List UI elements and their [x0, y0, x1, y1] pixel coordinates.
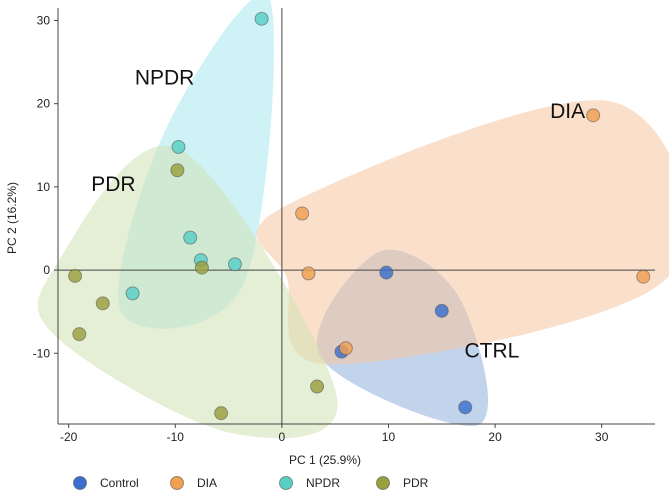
- point-pdr: [214, 406, 229, 421]
- legend-marker-control: [73, 476, 87, 490]
- y-axis-label: PC 2 (16.2%): [5, 182, 19, 254]
- point-dia: [295, 206, 310, 221]
- legend-label-npdr: NPDR: [306, 476, 340, 490]
- y-tick-label: -10: [33, 346, 51, 360]
- y-tick-label: 20: [37, 97, 51, 111]
- x-tick-label: -20: [60, 430, 78, 444]
- x-tick-label: 10: [382, 430, 396, 444]
- y-tick-label: 30: [37, 13, 51, 27]
- point-dia: [338, 341, 353, 356]
- point-npdr: [254, 11, 269, 26]
- group-labels: CTRL DIA NPDR PDR: [91, 67, 585, 363]
- point-dia: [636, 269, 651, 284]
- point-control: [379, 265, 394, 280]
- legend-marker-pdr: [376, 476, 390, 490]
- x-tick-label: 20: [488, 430, 502, 444]
- point-pdr: [194, 260, 209, 275]
- point-npdr: [125, 286, 140, 301]
- cluster-hulls: [37, 0, 669, 439]
- x-tick-label: 0: [279, 430, 286, 444]
- point-control: [458, 400, 473, 415]
- hull-dia: [256, 100, 669, 365]
- point-pdr: [72, 327, 87, 342]
- point-pdr: [170, 163, 185, 178]
- legend-marker-dia: [170, 476, 184, 490]
- x-tick-label: -10: [167, 430, 185, 444]
- point-dia: [301, 266, 316, 281]
- point-pdr: [310, 379, 325, 394]
- y-tick-label: 10: [37, 180, 51, 194]
- x-axis-label: PC 1 (25.9%): [289, 453, 361, 467]
- y-tick-label: 0: [43, 263, 50, 277]
- legend: Control DIA NPDR PDR: [73, 476, 429, 490]
- point-npdr: [227, 257, 242, 272]
- legend-label-dia: DIA: [197, 476, 217, 490]
- group-label-pdr: PDR: [91, 173, 135, 196]
- legend-label-pdr: PDR: [403, 476, 429, 490]
- legend-marker-npdr: [279, 476, 293, 490]
- point-pdr: [68, 268, 83, 283]
- point-pdr: [95, 296, 110, 311]
- point-dia: [586, 108, 601, 123]
- group-label-dia: DIA: [550, 100, 585, 123]
- legend-label-control: Control: [100, 476, 139, 490]
- point-control: [434, 303, 449, 318]
- hull-pdr: [37, 145, 338, 439]
- x-tick-label: 30: [595, 430, 609, 444]
- axes: -20 -10 0 10 20 30 -10 0 10 20 30: [33, 8, 655, 444]
- group-label-ctrl: CTRL: [464, 339, 519, 362]
- data-points: [68, 11, 651, 421]
- point-npdr: [171, 139, 186, 154]
- group-label-npdr: NPDR: [135, 67, 195, 90]
- point-npdr: [183, 230, 198, 245]
